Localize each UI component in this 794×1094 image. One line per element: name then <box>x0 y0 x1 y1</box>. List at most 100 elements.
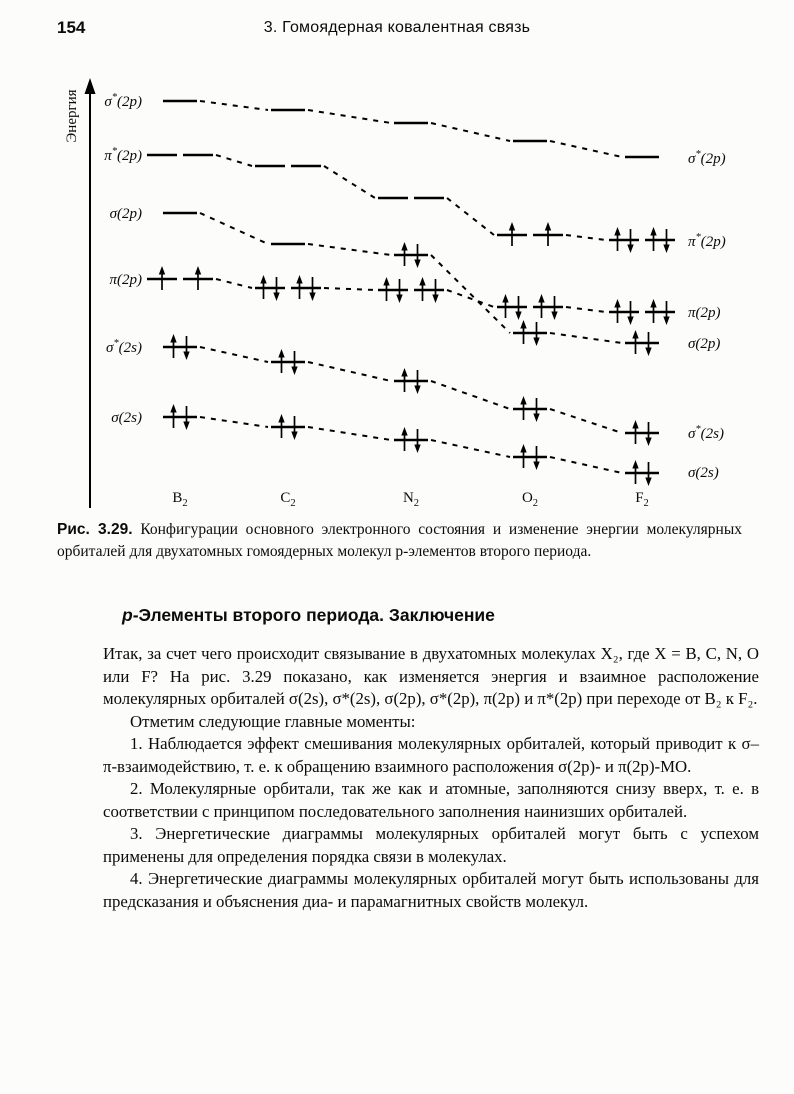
orbital-label-left: σ(2s) <box>111 410 142 426</box>
paragraph-point-3: 3. Энергетические диаграммы молекулярных… <box>103 824 759 866</box>
level-connector <box>323 287 376 291</box>
level-connector <box>307 426 392 441</box>
electron-arrow-up <box>520 396 527 420</box>
electron-arrow-up <box>520 320 527 344</box>
electron-arrow-down <box>663 301 670 325</box>
molecule-label: N2 <box>403 490 419 509</box>
electron-arrow-down <box>533 398 540 422</box>
electron-arrow-down <box>414 429 421 453</box>
mo-energy-diagram: Энергия σ*(2p) σ*(2p) π*(2p) π*(2p) σ(2p) σ(2p… <box>0 68 794 518</box>
paragraph-point-1: 1. Наблюдается эффект смешивания молекул… <box>103 734 759 776</box>
electron-arrow-up <box>502 294 509 318</box>
electron-arrow-down <box>291 416 298 440</box>
level-connector <box>430 254 511 334</box>
electron-arrow-up <box>383 277 390 301</box>
electron-arrow-up <box>650 227 657 251</box>
electron-arrow-up <box>260 275 267 299</box>
electron-arrow-down <box>432 279 439 303</box>
electron-arrow-down <box>663 229 670 253</box>
electron-arrow-up <box>632 330 639 354</box>
electron-arrow-up <box>170 334 177 358</box>
paragraph-intro: Итак, за счет чего происходит связывание… <box>103 644 759 708</box>
energy-axis-label: Энергия <box>64 89 80 142</box>
level-connector <box>549 140 623 158</box>
molecule-label: F2 <box>635 490 649 509</box>
orbital-label-left: σ*(2s) <box>106 338 142 356</box>
electron-arrow-down <box>183 336 190 360</box>
level-connector <box>446 289 495 308</box>
chapter-title: 3. Гомоядерная ковалентная связь <box>263 19 531 36</box>
orbital-series <box>163 211 659 356</box>
figure-caption: Рис. 3.29. Конфигурации основного электр… <box>57 519 742 562</box>
level-connector <box>215 278 253 289</box>
figure-caption-label: Рис. 3.29. <box>57 521 133 538</box>
orbital-label-left: σ(2p) <box>110 206 142 222</box>
level-connector <box>430 380 511 410</box>
electron-arrow-down <box>645 422 652 446</box>
level-connector <box>446 197 495 236</box>
section-body: p-Элементы второго периода. Заключение И… <box>103 605 759 913</box>
orbital-label-left: σ*(2p) <box>104 92 142 110</box>
orbital-label-right: σ*(2s) <box>688 424 724 442</box>
level-connector <box>199 416 269 428</box>
electron-arrow-down <box>627 301 634 325</box>
level-connector <box>307 243 392 256</box>
level-connector <box>307 361 392 382</box>
electron-arrow-down <box>273 277 280 301</box>
page-header: 154 3. Гомоядерная ковалентная связь <box>0 18 794 44</box>
electron-arrow-down <box>551 296 558 320</box>
paragraph-point-2: 2. Молекулярные орбитали, так же как и а… <box>103 779 759 821</box>
level-connector <box>199 100 269 111</box>
electron-arrow-up <box>278 349 285 373</box>
electron-arrow-up <box>538 294 545 318</box>
molecule-label: O2 <box>522 490 538 509</box>
electron-arrow-up <box>278 414 285 438</box>
electron-arrow-up <box>508 222 516 246</box>
level-connector <box>215 154 253 167</box>
electron-arrow-up <box>401 368 408 392</box>
level-connector <box>565 306 607 313</box>
level-connector <box>323 165 376 199</box>
level-connector <box>199 346 269 363</box>
orbital-label-right: σ(2s) <box>688 465 719 481</box>
electron-arrow-up <box>632 420 639 444</box>
electron-arrow-up <box>158 266 166 290</box>
energy-axis <box>84 78 96 508</box>
orbital-series <box>163 99 659 159</box>
orbital-series <box>163 404 659 486</box>
orbital-label-right: σ*(2p) <box>688 149 726 167</box>
orbital-label-right: π(2p) <box>688 305 721 321</box>
section-heading: p-Элементы второго периода. Заключение <box>122 605 759 626</box>
electron-arrow-up <box>614 227 621 251</box>
level-connector <box>549 408 623 434</box>
electron-arrow-down <box>414 244 421 268</box>
electron-arrow-up <box>419 277 426 301</box>
orbital-label-left: π*(2p) <box>104 146 142 164</box>
electron-arrow-down <box>291 351 298 375</box>
electron-arrow-down <box>183 406 190 430</box>
orbital-series <box>147 153 675 253</box>
page-number: 154 <box>57 18 86 37</box>
electron-arrow-down <box>645 332 652 356</box>
level-connector <box>549 456 623 474</box>
electron-arrow-up <box>614 299 621 323</box>
electron-arrow-down <box>309 277 316 301</box>
electron-arrow-up <box>401 427 408 451</box>
level-connector <box>199 212 269 245</box>
electron-arrow-down <box>515 296 522 320</box>
electron-arrow-down <box>645 462 652 486</box>
electron-arrow-up <box>194 266 202 290</box>
orbital-label-right: σ(2p) <box>688 336 720 352</box>
level-connector <box>565 234 607 241</box>
orbital-series <box>147 266 675 325</box>
electron-arrow-down <box>414 370 421 394</box>
electron-arrow-up <box>650 299 657 323</box>
level-connector <box>307 109 392 124</box>
level-connector <box>549 332 623 344</box>
section-heading-rest: -Элементы второго периода. Заключение <box>132 605 495 625</box>
molecule-label: C2 <box>280 490 295 509</box>
figure-caption-text: Конфигурации основного электронного сост… <box>57 521 742 560</box>
mo-energy-diagram-svg: Энергия σ*(2p) σ*(2p) π*(2p) π*(2p) σ(2p) σ(2p… <box>64 78 726 509</box>
electron-arrow-up <box>520 444 527 468</box>
